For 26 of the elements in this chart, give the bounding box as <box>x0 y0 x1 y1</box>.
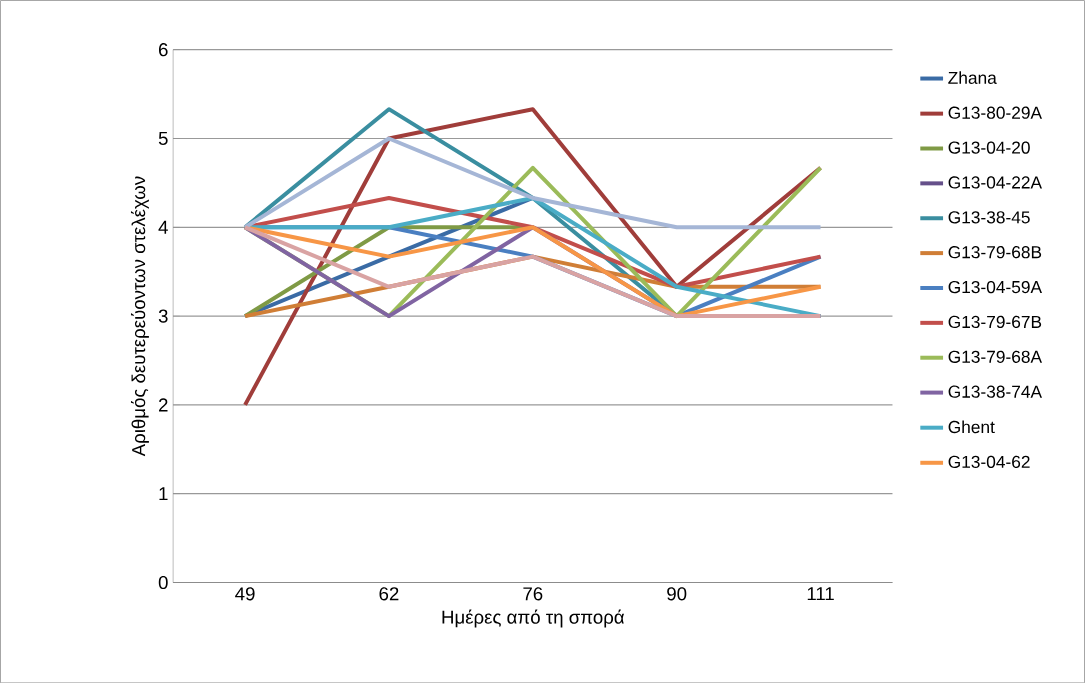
x-tick-label: 90 <box>667 587 687 601</box>
x-axis-title: Ημέρες από τη σπορά <box>442 609 625 628</box>
legend-label: G13-38-74A <box>948 385 1042 398</box>
legend-label: G13-38-45 <box>948 211 1030 224</box>
y-tick-label: 6 <box>159 42 168 57</box>
y-tick-label: 0 <box>158 575 168 589</box>
x-tick-label: 111 <box>807 587 834 600</box>
y-axis-title: Αριθμός δευτερεύοντων στελέχων <box>130 176 149 457</box>
y-tick-label: 3 <box>158 309 168 323</box>
legend-label: G13-79-68A <box>948 350 1042 363</box>
x-tick-label: 49 <box>235 587 255 601</box>
legend-label: G13-04-22A <box>948 176 1042 189</box>
x-tick-label: 76 <box>523 587 543 601</box>
legend-label: G13-04-20 <box>948 141 1030 154</box>
legend-label: G13-04-59A <box>948 280 1042 294</box>
y-tick-label: 5 <box>158 131 168 145</box>
legend-label: G13-80-29A <box>948 106 1042 119</box>
y-tick-label: 4 <box>158 220 168 234</box>
legend-label: Ghent <box>948 420 995 433</box>
legend-label: Zhana <box>948 71 997 84</box>
y-tick-label: 2 <box>159 398 168 412</box>
x-tick-label: 62 <box>379 587 399 601</box>
y-tick-label: 1 <box>159 487 168 500</box>
legend-label: G13-04-62 <box>948 455 1030 468</box>
legend-label: G13-79-67B <box>948 315 1042 328</box>
legend-label: G13-79-68B <box>948 245 1042 259</box>
